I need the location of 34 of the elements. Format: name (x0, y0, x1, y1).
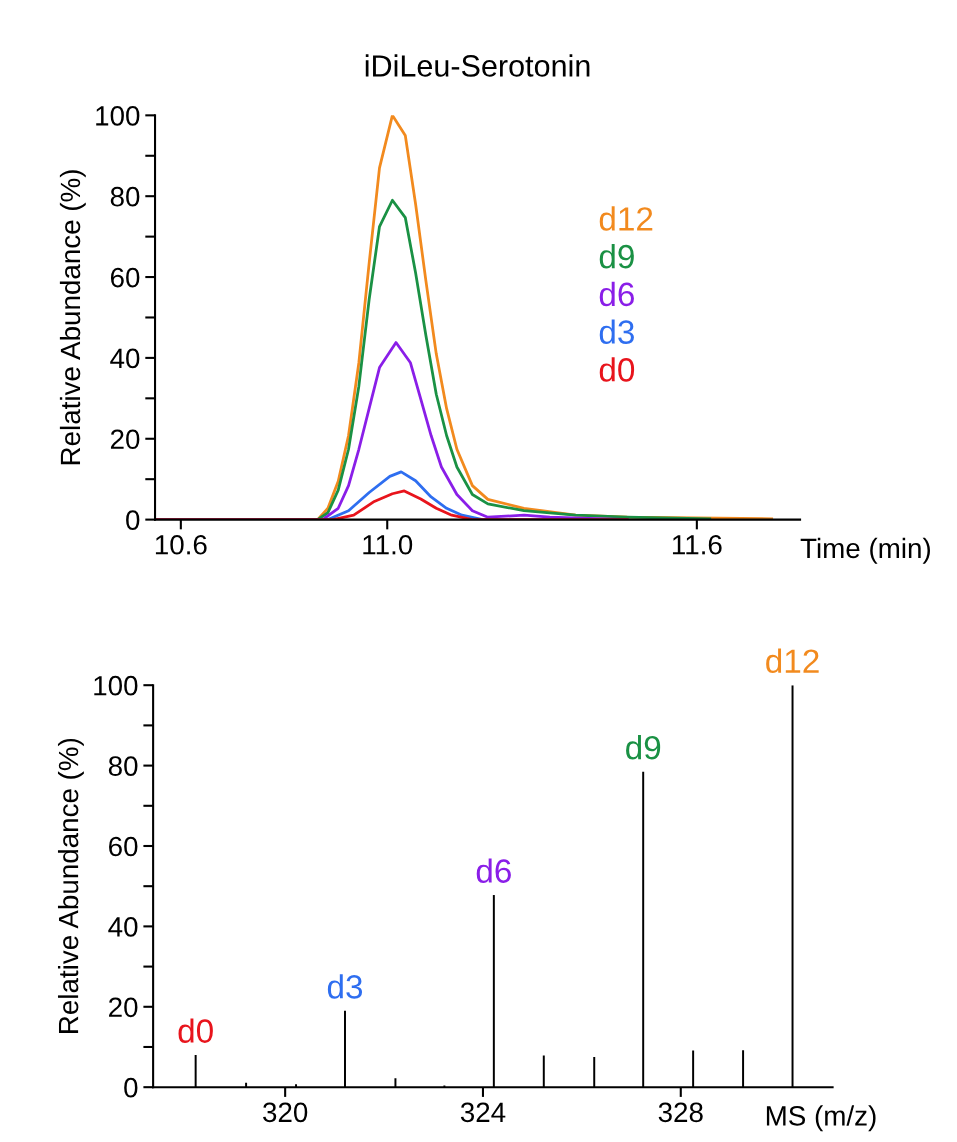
y-tick-label: 80 (110, 186, 140, 207)
y-tick-label: 100 (96, 106, 140, 126)
y-tick-label: 0 (124, 1077, 138, 1098)
y-tick-label: 20 (109, 997, 138, 1018)
y-tick-label: 80 (108, 756, 138, 776)
x-axis-title: Time (min) (800, 537, 930, 564)
chart-title: iDiLeu-Serotonin (365, 54, 590, 77)
y-tick-label: 60 (109, 836, 138, 857)
text: d6 (599, 281, 634, 307)
x-tick-label: 328 (658, 1102, 703, 1123)
text: d3 (599, 319, 634, 344)
y-tick-label: 20 (110, 429, 140, 450)
y-tick-label: 0 (126, 510, 140, 530)
x-axis-title: MS (m/z) (766, 1105, 876, 1132)
x-tick-label: 320 (263, 1102, 308, 1123)
annotation: d6 (476, 858, 511, 883)
y-tick-label: 40 (110, 348, 140, 369)
y-tick-label: 100 (94, 675, 138, 696)
text: d12 (599, 206, 653, 231)
annotation: d9 (626, 735, 661, 760)
annotation: d12 (766, 648, 819, 674)
text: d9 (599, 243, 634, 269)
line-series (155, 489, 629, 520)
x-tick-label: 11.6 (672, 534, 722, 555)
y-axis-title: Relative Abundance (%) (57, 738, 84, 1033)
x-tick-label: 11.0 (363, 534, 413, 555)
y-axis-title: Relative Abundance (%) (59, 170, 86, 465)
x-tick-label: 10.6 (155, 534, 207, 555)
text: d0 (599, 357, 635, 382)
x-tick-label: 324 (460, 1102, 506, 1123)
annotation: d0 (178, 1018, 213, 1043)
y-tick-label: 40 (108, 917, 138, 937)
y-tick-label: 60 (110, 267, 140, 288)
annotation: d3 (327, 974, 363, 999)
